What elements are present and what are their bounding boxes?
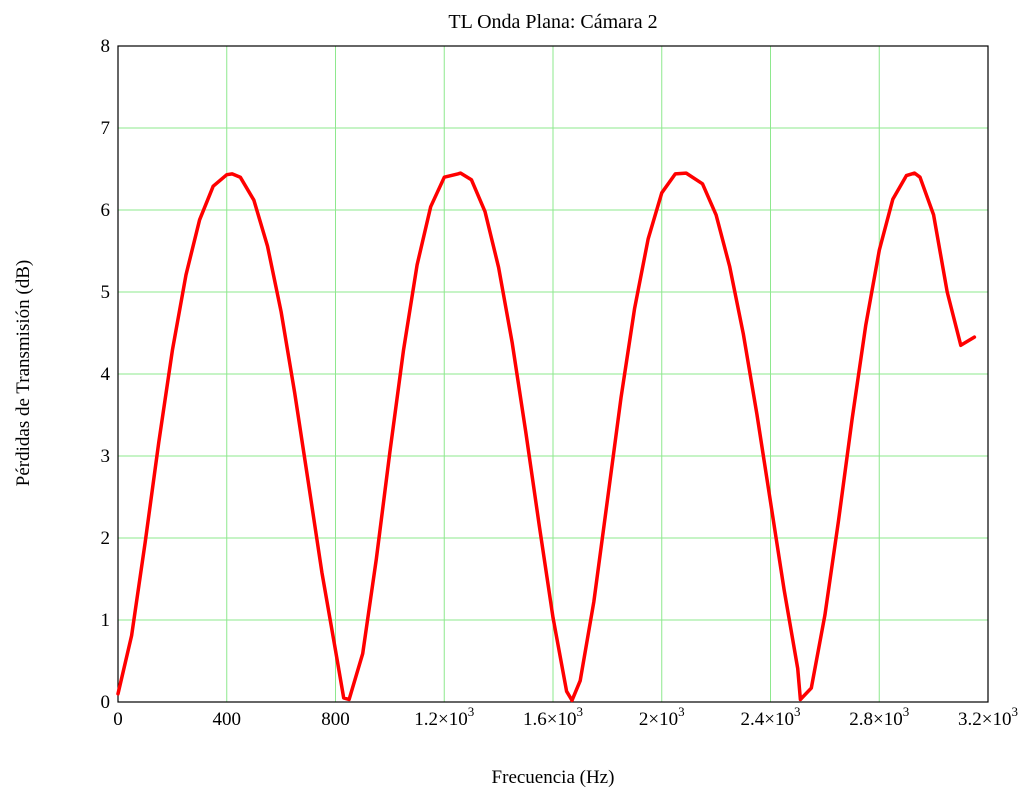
- y-tick-label: 6: [101, 200, 111, 221]
- chart-title: TL Onda Plana: Cámara 2: [448, 11, 657, 33]
- y-tick-label: 0: [101, 692, 111, 713]
- x-tick-labels: 0 400 800 1.2×103 1.6×103 2×103 2.4×103 2.8×103…: [113, 704, 1018, 730]
- y-tick-labels: 0 1 2 3 4 5 6 7 8: [101, 36, 111, 713]
- y-tick-label: 8: [101, 36, 111, 57]
- y-tick-label: 2: [101, 528, 111, 549]
- x-tick-label: 0: [113, 709, 123, 730]
- y-axis-label: Pérdidas de Transmisión (dB): [13, 260, 34, 486]
- y-tick-label: 3: [101, 446, 111, 467]
- x-tick-label: 3.2×103: [958, 704, 1018, 730]
- x-tick-label: 2×103: [639, 704, 685, 730]
- y-tick-label: 4: [101, 364, 111, 385]
- y-tick-label: 7: [101, 118, 111, 139]
- series-layer: [118, 173, 974, 700]
- x-tick-label: 2.8×103: [849, 704, 909, 730]
- x-tick-label: 400: [213, 709, 242, 730]
- x-axis-label: Frecuencia (Hz): [492, 767, 615, 788]
- y-tick-label: 1: [101, 610, 111, 631]
- x-tick-label: 1.6×103: [523, 704, 583, 730]
- x-tick-label: 800: [321, 709, 350, 730]
- x-tick-label: 2.4×103: [741, 704, 801, 730]
- x-tick-label: 1.2×103: [414, 704, 474, 730]
- y-tick-label: 5: [101, 282, 111, 303]
- series-line: [118, 173, 974, 700]
